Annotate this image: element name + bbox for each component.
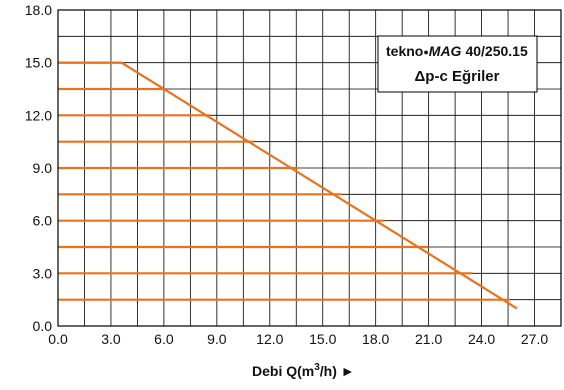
x-tick-label: 27.0 <box>521 331 548 347</box>
y-tick-label: 0.0 <box>33 318 53 334</box>
title-brand: tekno <box>386 43 423 59</box>
y-tick-label: 3.0 <box>33 265 53 281</box>
curves <box>58 61 510 301</box>
title-model-italic: MAG <box>429 43 462 59</box>
x-tick-label: 15.0 <box>309 331 336 347</box>
x-tick-label: 24.0 <box>468 331 495 347</box>
x-axis-label-sup: 3 <box>314 362 320 373</box>
y-tick-label: 18.0 <box>25 2 52 18</box>
x-tick-label: 3.0 <box>101 331 121 347</box>
brand-dot-icon: ● <box>423 47 428 57</box>
x-axis-label-prefix: Debi Q(m <box>252 363 314 379</box>
y-tick-label: 12.0 <box>25 107 52 123</box>
x-tick-labels: 0.0 3.0 6.0 9.0 12.0 15.0 18.0 21.0 24.0 27.0 <box>48 331 548 347</box>
chart-subtitle: Δp-c Eğriler <box>415 68 500 85</box>
y-tick-label: 15.0 <box>25 55 52 71</box>
title-model: 40/250.15 <box>465 43 527 59</box>
y-tick-label: 9.0 <box>33 160 53 176</box>
title-box: tekno●MAG 40/250.15 Δp-c Eğriler <box>377 35 538 93</box>
x-tick-label: 18.0 <box>362 331 389 347</box>
x-tick-label: 12.0 <box>256 331 283 347</box>
x-tick-label: 21.0 <box>415 331 442 347</box>
y-tick-label: 6.0 <box>33 213 53 229</box>
chart-title: tekno●MAG 40/250.15 <box>386 43 528 59</box>
envelope-line <box>58 61 518 310</box>
x-tick-label: 0.0 <box>48 331 68 347</box>
x-axis-label-suffix: /h) ► <box>320 363 355 379</box>
y-tick-labels: 0.0 3.0 6.0 9.0 12.0 15.0 18.0 <box>25 2 52 334</box>
plot-frame <box>57 9 562 327</box>
x-tick-label: 6.0 <box>154 331 174 347</box>
x-tick-label: 9.0 <box>207 331 227 347</box>
envelope <box>58 61 518 310</box>
x-axis-label: Debi Q(m3/h) ► <box>252 362 355 379</box>
